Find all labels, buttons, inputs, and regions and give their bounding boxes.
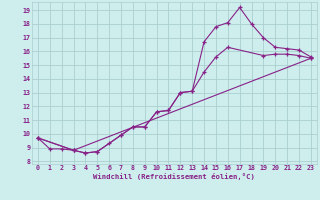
X-axis label: Windchill (Refroidissement éolien,°C): Windchill (Refroidissement éolien,°C) (93, 173, 255, 180)
